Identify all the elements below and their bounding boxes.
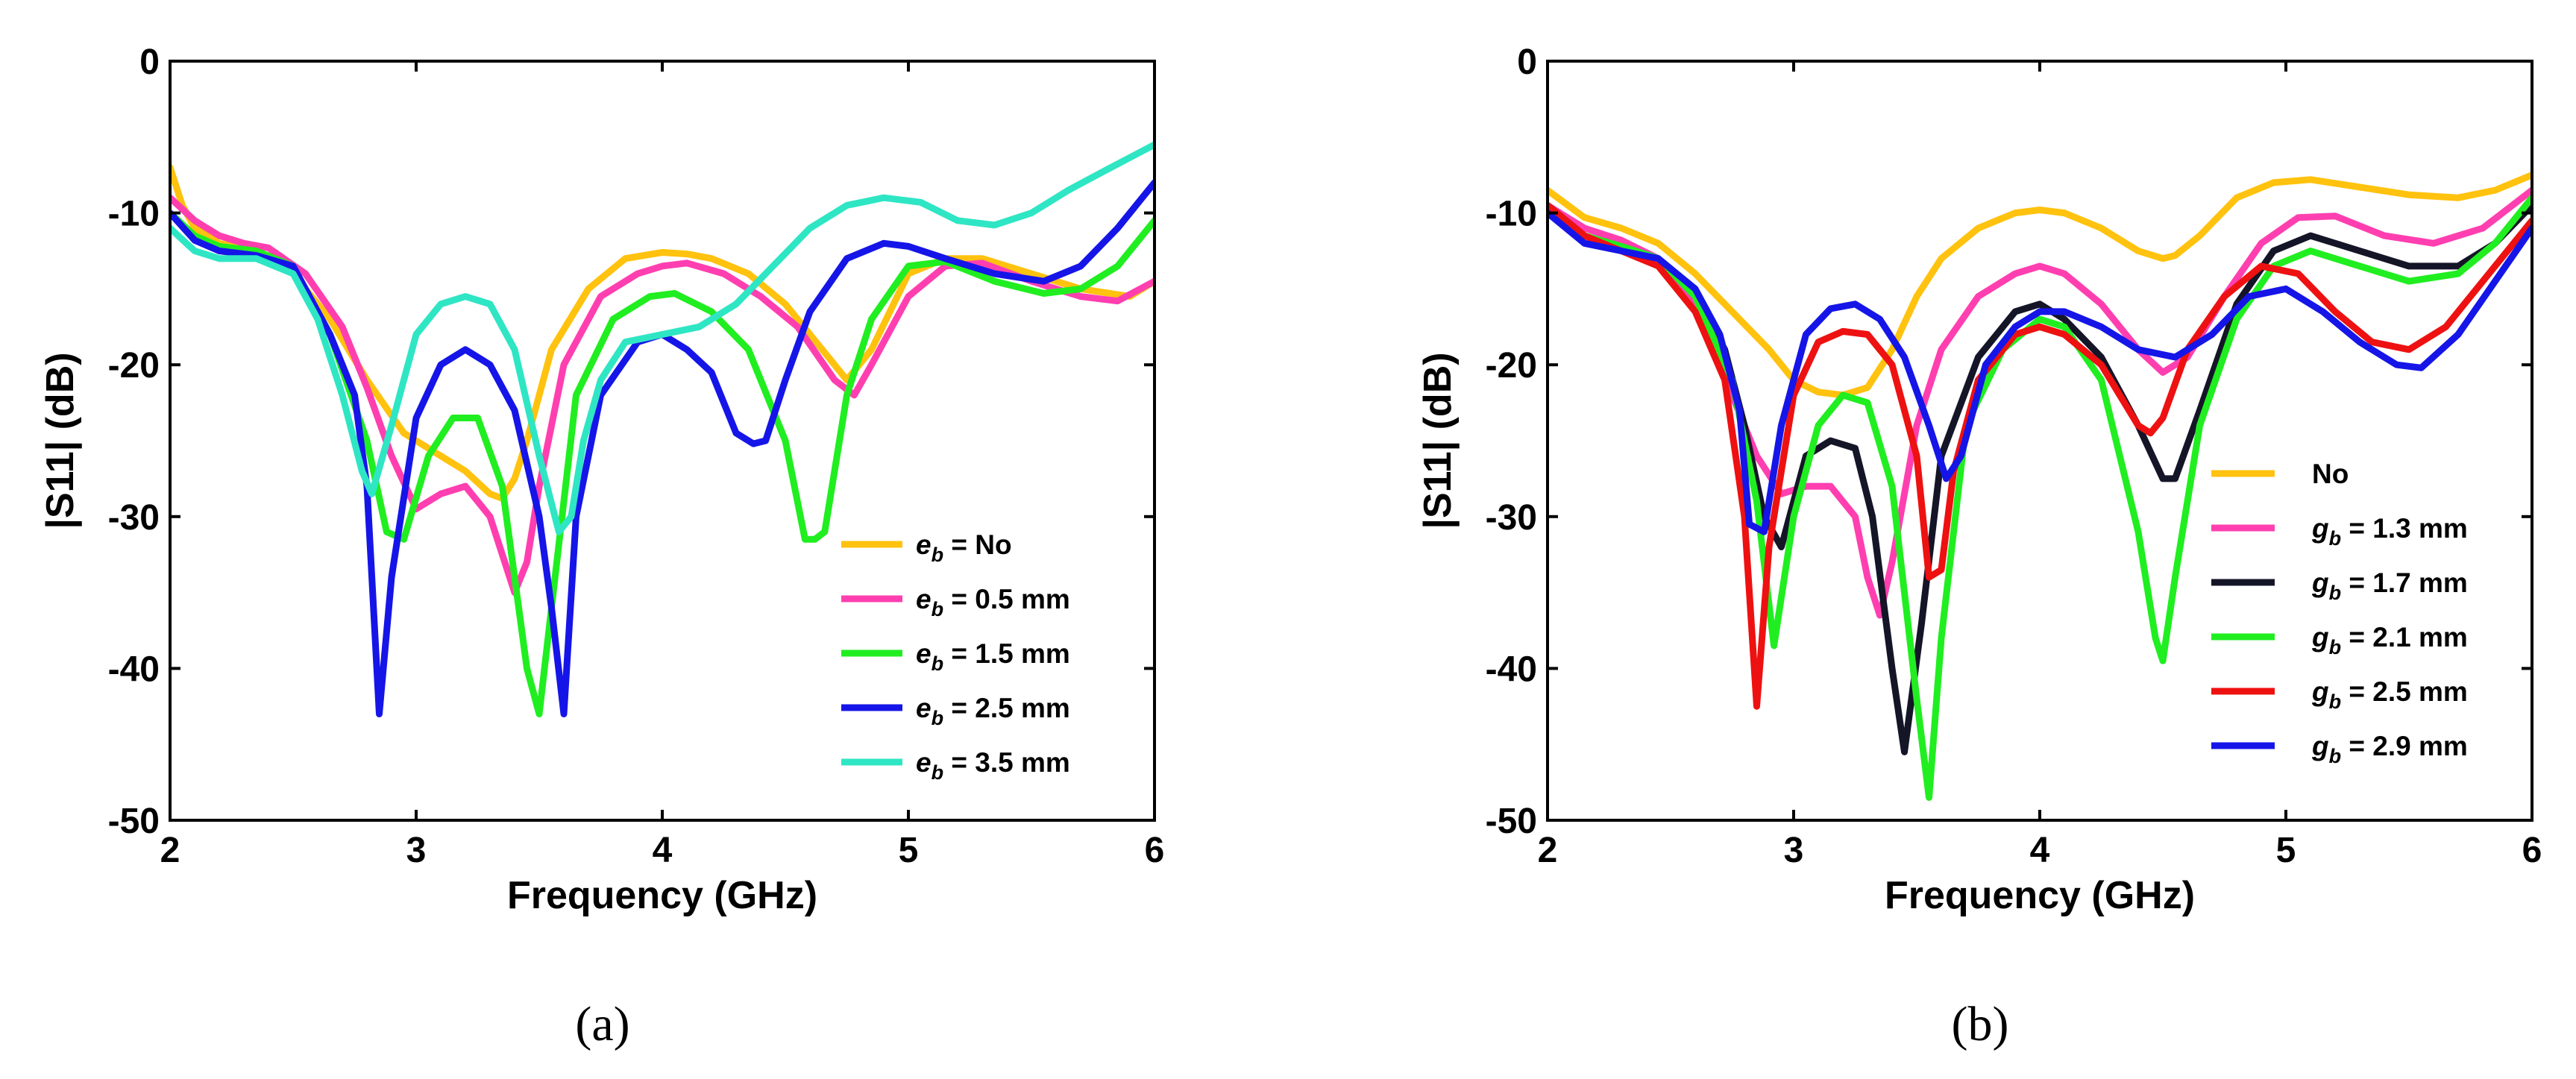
y-tick-label: 0 — [1517, 43, 1537, 82]
chart-panel-b: 2 3 4 5 6 0 -10 -20 -30 -40 -50 Frequency (GHz) |S11… — [1416, 43, 2542, 1051]
y-tick-label: -10 — [108, 195, 160, 234]
panel-label: (b) — [1952, 997, 2009, 1051]
y-tick-label: -30 — [1486, 498, 1537, 538]
y-axis-label: |S11| (dB) — [39, 352, 82, 529]
x-tick-label: 6 — [2522, 831, 2542, 870]
y-tick-label: -30 — [108, 498, 160, 538]
series-line-gb-1.3-mm — [1548, 186, 2532, 619]
x-tick-label: 5 — [2276, 831, 2296, 870]
series-line-eb-3.5-mm — [170, 141, 1155, 535]
y-tick-label: -20 — [1486, 346, 1537, 386]
y-tick-label: -50 — [108, 802, 160, 841]
legend-entry: gb = 1.7 mm — [2311, 567, 2468, 604]
legend: No gb = 1.3 mm gb = 1.7 mm gb = 2.1 mm gb = … — [2211, 459, 2468, 767]
x-tick-label: 3 — [406, 831, 427, 870]
x-tick-label: 5 — [899, 831, 919, 870]
series-line-eb-0.5-mm — [170, 194, 1155, 597]
legend-entry: eb = No — [916, 529, 1012, 566]
x-tick-label: 2 — [1538, 831, 1558, 870]
legend-entry: gb = 2.5 mm — [2311, 676, 2468, 713]
x-tick-label: 4 — [2030, 831, 2050, 870]
y-axis-label: |S11| (dB) — [1416, 352, 1460, 529]
legend: eb = No eb = 0.5 mm eb = 1.5 mm eb = 2.5 mm… — [841, 529, 1070, 784]
y-tick-label: -20 — [108, 346, 160, 386]
legend-entry: eb = 1.5 mm — [916, 638, 1070, 675]
series-line-eb-2.5-mm — [170, 179, 1155, 717]
y-tick-label: -50 — [1486, 802, 1537, 841]
series-line-no — [1548, 172, 2532, 399]
series-line-gb-2.9-mm — [1548, 210, 2532, 535]
legend-entry: eb = 3.5 mm — [916, 747, 1070, 784]
x-axis-label: Frequency (GHz) — [1885, 874, 2195, 917]
legend-entry: gb = 2.9 mm — [2311, 731, 2468, 767]
y-tick-label: 0 — [139, 43, 160, 82]
legend-entry: No — [2312, 459, 2349, 489]
legend-entry: eb = 0.5 mm — [916, 584, 1070, 620]
legend-entry: gb = 2.1 mm — [2311, 622, 2468, 658]
y-tick-label: -40 — [1486, 649, 1537, 689]
x-tick-label: 3 — [1784, 831, 1804, 870]
panel-label: (a) — [575, 997, 629, 1051]
legend-entry: eb = 2.5 mm — [916, 693, 1070, 729]
legend-entry: gb = 1.3 mm — [2311, 513, 2468, 550]
chart-panel-a: 2 3 4 5 6 0 -10 -20 -30 -40 -50 Frequency (GHz) |S11… — [39, 43, 1164, 1051]
x-tick-label: 2 — [160, 831, 180, 870]
x-axis-label: Frequency (GHz) — [507, 874, 817, 917]
y-tick-label: -10 — [1486, 195, 1537, 234]
x-tick-label: 4 — [653, 831, 673, 870]
x-tick-label: 6 — [1145, 831, 1165, 870]
y-tick-label: -40 — [108, 649, 160, 689]
